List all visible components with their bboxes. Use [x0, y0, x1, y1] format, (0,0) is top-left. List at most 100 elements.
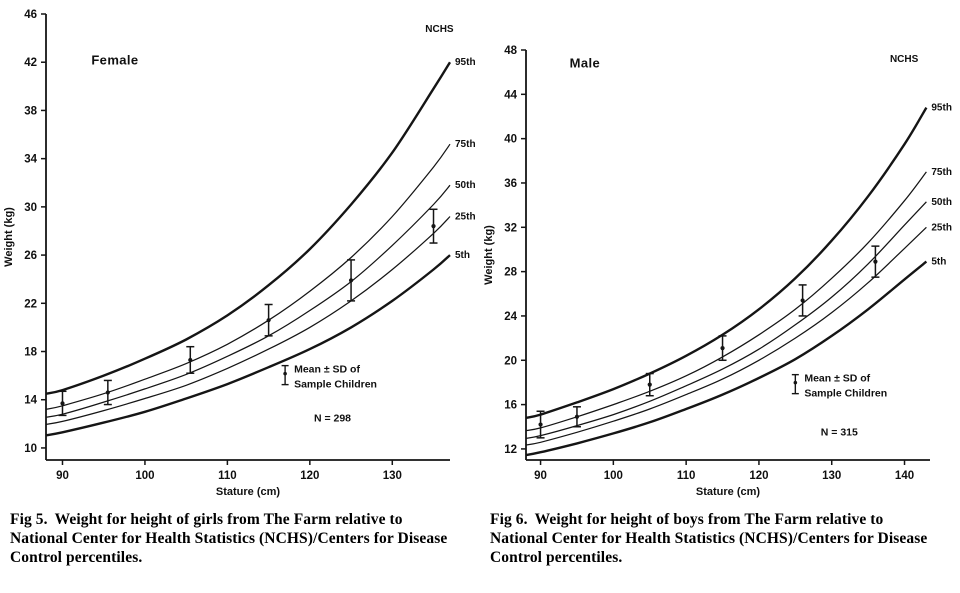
curve-label-25th: 25th [455, 212, 476, 223]
mean-dot [574, 414, 580, 419]
error-bar [572, 406, 581, 428]
curve-label-95th: 95th [455, 57, 476, 68]
error-bar [871, 245, 880, 278]
y-axis-title: Weight (kg) [3, 207, 15, 267]
mean-dot [266, 318, 271, 323]
percentile-curve-25th [525, 226, 927, 446]
x-tick-label: 120 [749, 470, 768, 482]
x-tick-label: 100 [604, 470, 623, 482]
curve-label-50th: 50th [931, 197, 952, 208]
error-bar [186, 345, 195, 374]
legend-errorbar-glyph [791, 373, 799, 395]
figure-5: 10 14 18 22 26 30 34 38 42 46 90 100 110 120 130 Statur… [0, 0, 480, 568]
error-bar [536, 410, 545, 439]
y-tick-label: 18 [24, 347, 37, 359]
y-tick-label: 48 [504, 45, 517, 57]
y-tick-label: 20 [504, 355, 517, 367]
mean-dot [105, 390, 110, 395]
y-axis-title: Weight (kg) [483, 225, 495, 285]
y-tick-label: 42 [24, 57, 37, 69]
axes [45, 14, 450, 461]
x-tick-label: 120 [300, 470, 319, 482]
percentile-curve-25th [45, 216, 451, 426]
mean-dot [647, 382, 652, 387]
x-tick-label: 140 [895, 470, 914, 482]
x-axis-title: Stature (cm) [696, 486, 761, 498]
legend-errorbar-glyph [281, 364, 289, 386]
percentile-curve-5th [45, 254, 451, 437]
mean-dot [800, 298, 805, 303]
error-bar [58, 390, 67, 417]
mean-dot [538, 422, 543, 427]
y-tick-label: 26 [24, 250, 37, 262]
legend: Mean ± SD of Sample Children N = 315 [791, 373, 887, 439]
mean-dot [720, 345, 725, 351]
error-bar [347, 259, 356, 302]
figure-6-label: Fig 6. [490, 511, 528, 528]
x-axis-title: Stature (cm) [216, 486, 281, 498]
y-tick-label: 40 [504, 134, 517, 146]
y-tick-label: 16 [504, 400, 517, 412]
legend-line: Sample Children [804, 388, 887, 400]
error-bar [429, 208, 438, 244]
y-tick-label: 32 [504, 222, 517, 234]
error-bar [645, 372, 654, 397]
legend-line: Mean ± SD of [804, 373, 870, 385]
figure-6-caption-text: Weight for height of boys from The Farm … [490, 511, 928, 566]
curve-label-75th: 75th [931, 167, 952, 178]
mean-dot [348, 278, 354, 283]
percentile-curve-50th [45, 184, 451, 418]
y-tick-label: 36 [504, 178, 517, 190]
y-tick-label: 22 [24, 298, 37, 310]
x-tick-label: 130 [383, 470, 402, 482]
percentile-curve-5th [525, 260, 928, 457]
x-tick-label: 130 [822, 470, 841, 482]
y-tick-label: 34 [24, 154, 37, 166]
y-tick-label: 38 [24, 105, 37, 117]
nchs-label: NCHS [425, 24, 454, 35]
x-tick-label: 100 [135, 470, 154, 482]
y-tick-label: 24 [504, 311, 517, 323]
girls-weight-for-height-chart: 10 14 18 22 26 30 34 38 42 46 90 100 110 120 130 Statur… [3, 9, 476, 498]
mean-dot [431, 224, 436, 229]
nchs-label: NCHS [890, 54, 919, 65]
y-tick-label: 14 [24, 395, 37, 407]
x-tick-label: 110 [677, 470, 696, 482]
sample-size-label: N = 315 [821, 427, 858, 439]
curve-label-50th: 50th [455, 180, 476, 191]
percentile-curve-50th [525, 201, 927, 440]
mean-dot [873, 259, 878, 264]
sample-size-label: N = 298 [314, 412, 351, 424]
chart-title: Male [570, 56, 601, 71]
curve-label-5th: 5th [455, 250, 470, 261]
chart-title: Female [91, 53, 138, 68]
y-tick-label: 30 [24, 202, 37, 214]
figure-5-label: Fig 5. [10, 511, 48, 528]
legend: Mean ± SD of Sample Children N = 298 [281, 364, 377, 424]
figure-5-caption-text: Weight for height of girls from The Farm… [10, 511, 448, 566]
figure-6: 12 16 20 24 28 32 36 40 44 48 90 100 110 120 130 140 Sta… [480, 0, 960, 568]
legend-line: Sample Children [294, 379, 377, 391]
error-bar [798, 284, 807, 317]
curve-label-25th: 25th [931, 222, 952, 233]
y-tick-label: 44 [504, 89, 517, 101]
curve-label-75th: 75th [455, 139, 476, 150]
figure-5-caption: Fig 5. Weight for height of girls from Th… [0, 505, 480, 568]
y-tick-label: 10 [24, 443, 37, 455]
figure-6-caption: Fig 6. Weight for height of boys from The… [480, 505, 960, 568]
mean-dot [188, 357, 193, 363]
error-bar [103, 379, 112, 406]
axes [525, 50, 930, 461]
figures-row: 10 14 18 22 26 30 34 38 42 46 90 100 110 120 130 Statur… [0, 0, 960, 568]
curve-label-5th: 5th [931, 257, 946, 268]
x-tick-label: 110 [218, 470, 237, 482]
x-tick-label: 90 [534, 470, 547, 482]
curve-label-95th: 95th [931, 103, 952, 114]
percentile-curve-95th [45, 61, 452, 395]
x-tick-label: 90 [56, 470, 69, 482]
legend-line: Mean ± SD of [294, 364, 360, 376]
boys-weight-for-height-chart: 12 16 20 24 28 32 36 40 44 48 90 100 110 120 130 140 Sta… [483, 45, 952, 498]
percentile-curve-95th [525, 106, 928, 420]
y-tick-label: 28 [504, 267, 517, 279]
